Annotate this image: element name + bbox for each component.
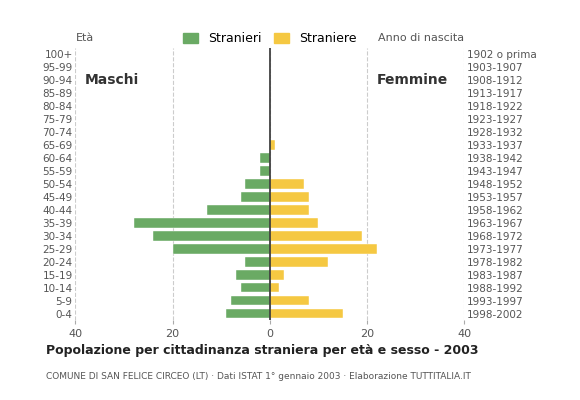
Text: COMUNE DI SAN FELICE CIRCEO (LT) · Dati ISTAT 1° gennaio 2003 · Elaborazione TUT: COMUNE DI SAN FELICE CIRCEO (LT) · Dati …	[46, 372, 472, 381]
Bar	[270, 257, 328, 266]
Bar	[270, 283, 280, 292]
Bar	[270, 231, 362, 241]
Bar	[270, 205, 309, 215]
Text: Femmine: Femmine	[376, 73, 448, 87]
Text: Maschi: Maschi	[85, 73, 139, 87]
Bar	[241, 283, 270, 292]
Text: Anno di nascita: Anno di nascita	[378, 32, 464, 42]
Bar	[260, 166, 270, 176]
Bar	[260, 153, 270, 163]
Bar	[226, 309, 270, 318]
Bar	[270, 192, 309, 202]
Bar	[270, 218, 318, 228]
Bar	[270, 179, 304, 189]
Bar	[235, 270, 270, 280]
Bar	[206, 205, 270, 215]
Bar	[270, 140, 274, 150]
Bar	[153, 231, 270, 241]
Bar	[134, 218, 270, 228]
Bar	[231, 296, 270, 306]
Bar	[173, 244, 270, 254]
Bar	[245, 257, 270, 266]
Legend: Stranieri, Straniere: Stranieri, Straniere	[178, 27, 361, 50]
Bar	[270, 309, 343, 318]
Text: Popolazione per cittadinanza straniera per età e sesso - 2003: Popolazione per cittadinanza straniera p…	[46, 344, 479, 357]
Bar	[270, 244, 376, 254]
Bar	[270, 296, 309, 306]
Bar	[270, 270, 284, 280]
Text: Età: Età	[75, 32, 93, 42]
Bar	[245, 179, 270, 189]
Bar	[241, 192, 270, 202]
